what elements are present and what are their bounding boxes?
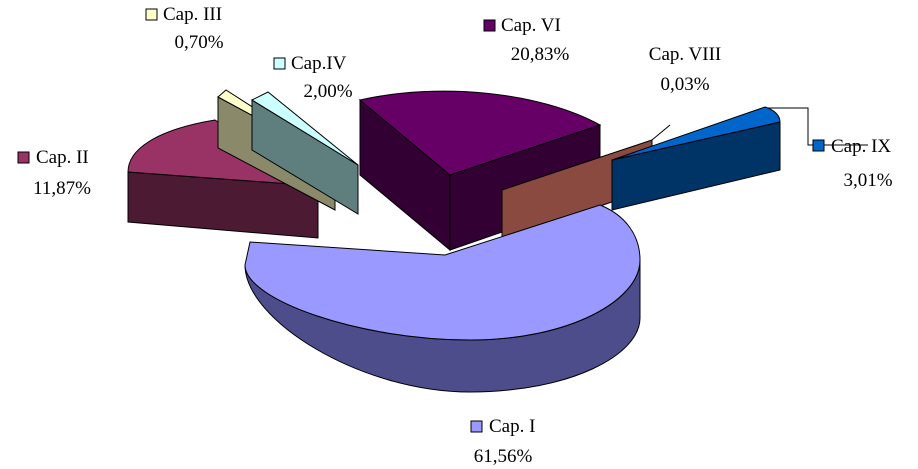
legend-key-cap-ii <box>17 151 30 164</box>
slice-cap-i <box>244 204 641 393</box>
label-cap-ii-value: 11,87% <box>33 178 91 199</box>
leader-line-cap-ix <box>768 107 868 146</box>
slice-cap-iv <box>250 91 359 215</box>
legend-key-cap-iii <box>145 8 158 21</box>
slice-cap-i-top <box>244 204 641 341</box>
label-cap-iii: Cap. III 0,70% <box>145 4 224 53</box>
label-cap-ix: Cap. IX 3,01% <box>812 136 893 191</box>
legend-key-cap-i <box>470 420 483 433</box>
leader-line-cap-viii <box>651 124 671 141</box>
label-cap-vi-name: Cap. VI <box>501 15 561 36</box>
label-cap-iv-value: 2,00% <box>303 81 352 102</box>
label-cap-iv: Cap.IV 2,00% <box>273 53 353 102</box>
label-cap-i-value: 61,56% <box>474 446 533 467</box>
slice-cap-ix-top <box>611 106 781 161</box>
slice-cap-vi-top <box>358 90 602 176</box>
label-cap-ix-name: Cap. IX <box>831 136 891 157</box>
label-cap-ii-name: Cap. II <box>36 147 89 168</box>
label-cap-viii: Cap. VIII 0,03% <box>649 44 721 95</box>
label-cap-iii-value: 0,70% <box>174 32 223 53</box>
label-cap-iii-name: Cap. III <box>163 4 222 25</box>
legend-key-cap-vi <box>483 19 496 32</box>
legend-key-cap-iv <box>273 57 286 70</box>
slice-cap-ix <box>611 106 781 211</box>
legend-key-cap-ix <box>812 139 825 152</box>
label-cap-ix-value: 3,01% <box>843 170 892 191</box>
label-cap-i: Cap. I 61,56% <box>470 416 535 467</box>
label-cap-vi-value: 20,83% <box>511 44 570 65</box>
label-cap-viii-value: 0,03% <box>660 74 709 95</box>
label-cap-viii-name: Cap. VIII <box>649 44 721 65</box>
label-cap-ii: Cap. II 11,87% <box>17 147 91 199</box>
label-cap-vi: Cap. VI 20,83% <box>483 15 570 65</box>
label-cap-i-name: Cap. I <box>489 416 535 437</box>
label-cap-iv-name: Cap.IV <box>291 53 347 74</box>
slice-cap-iv-top <box>250 91 359 166</box>
